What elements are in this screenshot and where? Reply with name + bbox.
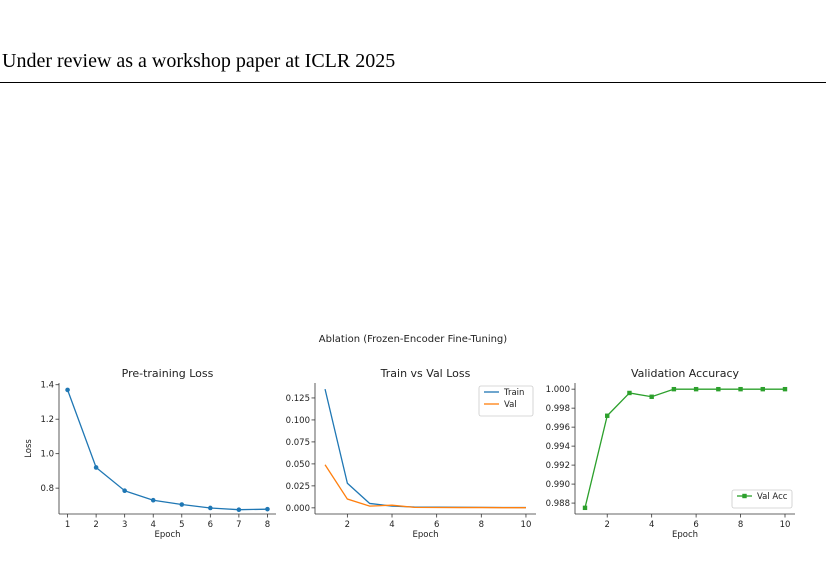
chart3-x-axis-label: Epoch [672,530,698,540]
chart1-y-tick-label: 1.4 [40,381,54,391]
chart3-title: Validation Accuracy [631,367,740,380]
chart1-x-tick-label: 7 [236,520,241,530]
chart1-data-point [208,505,213,511]
chart3-data-point [693,386,699,392]
chart3-data-point [760,386,765,392]
chart1-x-tick-label: 4 [151,520,156,530]
chart3-x-tick-label: 4 [649,520,654,530]
chart1-data-point [122,488,127,494]
chart1-title: Pre-training Loss [122,367,214,380]
chart3-data-point [738,386,743,392]
chart1-x-tick-label: 8 [265,520,270,530]
chart3-data-point [782,386,788,392]
chart1-data-point [265,506,270,512]
figure-suptitle: Ablation (Frozen-Encoder Fine-Tuning) [318,334,508,345]
chart2-y-tick-label: 0.050 [286,460,310,470]
chart2-y-tick-label: 0.000 [286,504,310,514]
chart3-y-tick-label: 0.990 [546,480,570,490]
chart3-data-point [582,505,588,511]
chart1-data-point [236,507,242,512]
chart1-y-tick-label: 0.8 [40,484,54,494]
chart1-series-line-1 [66,389,268,511]
chart1-x-tick-label: 5 [179,520,184,530]
page-header: Under review as a workshop paper at ICLR… [0,0,826,83]
chart2-y-tick-label: 0.100 [286,416,310,426]
chart2-x-tick-label: 8 [479,520,484,530]
chart2-x-tick-label: 4 [389,520,394,530]
chart2-legend-label-2: Val [504,400,517,410]
chart3-data-point [649,394,654,399]
chart3-y-tick-label: 0.994 [546,442,570,452]
chart2-x-tick-label: 10 [521,520,532,530]
chart1-x-tick-label: 3 [122,520,127,530]
chart2-y-tick-label: 0.025 [286,482,310,492]
chart2-legend-label-1: Train [503,388,524,398]
chart3-y-tick-label: 0.988 [546,499,570,509]
chart3-y-tick-label: 0.998 [546,404,570,414]
page-header-text: Under review as a workshop paper at ICLR… [2,50,396,72]
chart1-data-point [65,387,70,393]
chart2-title: Train vs Val Loss [380,367,471,380]
chart1-x-tick-label: 1 [65,520,70,530]
chart1-y-tick-label: 1.0 [40,450,54,460]
chart1-y-tick-label: 1.2 [40,415,54,425]
chart3-data-point [605,413,610,418]
chart3-legend-box [731,489,793,509]
chart3-x-tick-label: 2 [605,520,610,530]
chart3-legend-marker-1 [742,493,747,499]
chart2-y-tick-label: 0.125 [286,394,310,404]
chart2-series-line-2 [324,464,526,509]
chart1-data-point [179,502,185,507]
chart1-x-axis-label: Epoch [154,530,180,540]
chart3-x-tick-label: 10 [780,520,791,530]
chart1-x-tick-label: 2 [93,520,98,530]
chart2-x-tick-label: 2 [345,520,350,530]
chart3-y-tick-label: 0.996 [546,423,570,433]
chart3-x-tick-label: 8 [738,520,743,530]
chart1-x-tick-label: 6 [208,520,213,530]
chart2-legend-box [478,385,534,417]
chart2-x-tick-label: 6 [434,520,439,530]
chart2-x-axis-label: Epoch [412,530,438,540]
chart3-data-point [671,386,677,392]
chart1-data-point [93,465,99,470]
chart1-data-point [150,497,156,503]
chart2-y-tick-label: 0.075 [286,438,310,448]
chart3-x-tick-label: 6 [693,520,698,530]
chart1-y-axis-label: Loss [24,439,34,458]
chart3-y-tick-label: 0.992 [546,461,570,471]
chart3-series-line-1 [584,388,785,508]
chart3-data-point [716,386,721,392]
chart3-data-point [627,390,632,396]
chart3-y-tick-label: 1.000 [546,385,570,395]
chart3-legend-label-1: Val Acc [757,492,788,502]
